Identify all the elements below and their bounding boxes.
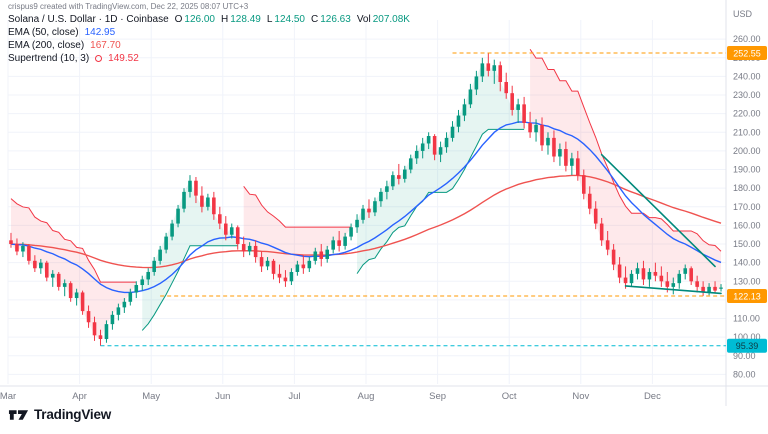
high-value: 128.49: [230, 14, 261, 25]
svg-text:150.00: 150.00: [733, 239, 761, 249]
close-value: 126.63: [320, 14, 351, 25]
svg-text:140.00: 140.00: [733, 258, 761, 268]
svg-text:Jun: Jun: [215, 391, 230, 402]
close-label: C: [310, 14, 319, 25]
open-value: 126.00: [184, 14, 215, 25]
price-badge: [727, 338, 767, 353]
svg-text:122.13: 122.13: [733, 291, 761, 301]
svg-text:Mar: Mar: [0, 391, 16, 402]
svg-text:252.55: 252.55: [733, 49, 761, 59]
volume-value: 207.08K: [372, 14, 410, 25]
supertrend-marker-icon: [95, 55, 103, 62]
indicator-row-supertrend[interactable]: Supertrend (10, 3) 149.52: [8, 52, 410, 65]
tradingview-logo[interactable]: TradingView: [8, 407, 111, 422]
indicator-name: Supertrend (10, 3): [8, 53, 90, 64]
ema-layer: [10, 121, 722, 294]
svg-text:210.00: 210.00: [733, 127, 761, 137]
svg-text:180.00: 180.00: [733, 183, 761, 193]
svg-text:Nov: Nov: [572, 391, 589, 402]
low-value: 124.50: [274, 14, 305, 25]
indicator-row-ema200[interactable]: EMA (200, close) 167.70: [8, 39, 410, 52]
svg-text:Jul: Jul: [288, 391, 300, 402]
price-badge: [727, 288, 767, 303]
indicator-value: 149.52: [108, 53, 139, 64]
svg-text:160.00: 160.00: [733, 220, 761, 230]
svg-text:Dec: Dec: [644, 391, 661, 402]
tradingview-logo-icon: [8, 408, 29, 422]
trendlines-layer: [600, 153, 722, 295]
svg-text:May: May: [142, 391, 160, 402]
svg-text:130.00: 130.00: [733, 276, 761, 286]
svg-text:110.00: 110.00: [733, 314, 760, 324]
svg-text:220.00: 220.00: [733, 109, 761, 119]
svg-text:Oct: Oct: [502, 391, 517, 402]
tradingview-logo-text: TradingView: [34, 407, 112, 422]
symbol-legend-row[interactable]: Solana / U.S. Dollar · 1D · Coinbase O 1…: [8, 13, 410, 26]
symbol-title[interactable]: Solana / U.S. Dollar · 1D · Coinbase: [8, 14, 169, 25]
indicator-row-ema50[interactable]: EMA (50, close) 142.95: [8, 26, 410, 39]
candles-layer: [9, 53, 723, 346]
svg-text:100.00: 100.00: [733, 332, 761, 342]
axis-layer: 260.00250.00240.00230.00220.00210.00200.…: [0, 0, 768, 406]
svg-text:240.00: 240.00: [733, 71, 761, 81]
svg-text:200.00: 200.00: [733, 146, 761, 156]
svg-text:80.00: 80.00: [733, 369, 756, 379]
price-axis-currency-label: USD: [733, 9, 753, 19]
price-lines-layer: 252.55 122.13 95.39: [100, 46, 767, 353]
svg-text:230.00: 230.00: [733, 90, 761, 100]
legend: Solana / U.S. Dollar · 1D · Coinbase O 1…: [8, 13, 410, 65]
indicator-name: EMA (50, close): [8, 27, 79, 38]
indicator-name: EMA (200, close): [8, 40, 85, 51]
open-label: O: [174, 14, 183, 25]
low-label: L: [266, 14, 273, 25]
svg-text:Apr: Apr: [72, 391, 87, 402]
svg-text:Aug: Aug: [358, 391, 375, 402]
attribution-text: crispus9 created with TradingView.com, D…: [8, 2, 249, 11]
price-badge: [727, 46, 767, 61]
indicator-value: 142.95: [84, 27, 116, 38]
volume-label: Vol: [356, 14, 371, 25]
svg-text:190.00: 190.00: [733, 165, 761, 175]
high-label: H: [221, 14, 229, 25]
indicator-value: 167.70: [90, 40, 121, 51]
svg-text:95.39: 95.39: [736, 341, 759, 351]
svg-text:90.00: 90.00: [733, 351, 756, 361]
svg-text:170.00: 170.00: [733, 202, 761, 212]
svg-text:260.00: 260.00: [733, 34, 761, 44]
svg-text:Sep: Sep: [429, 391, 446, 402]
